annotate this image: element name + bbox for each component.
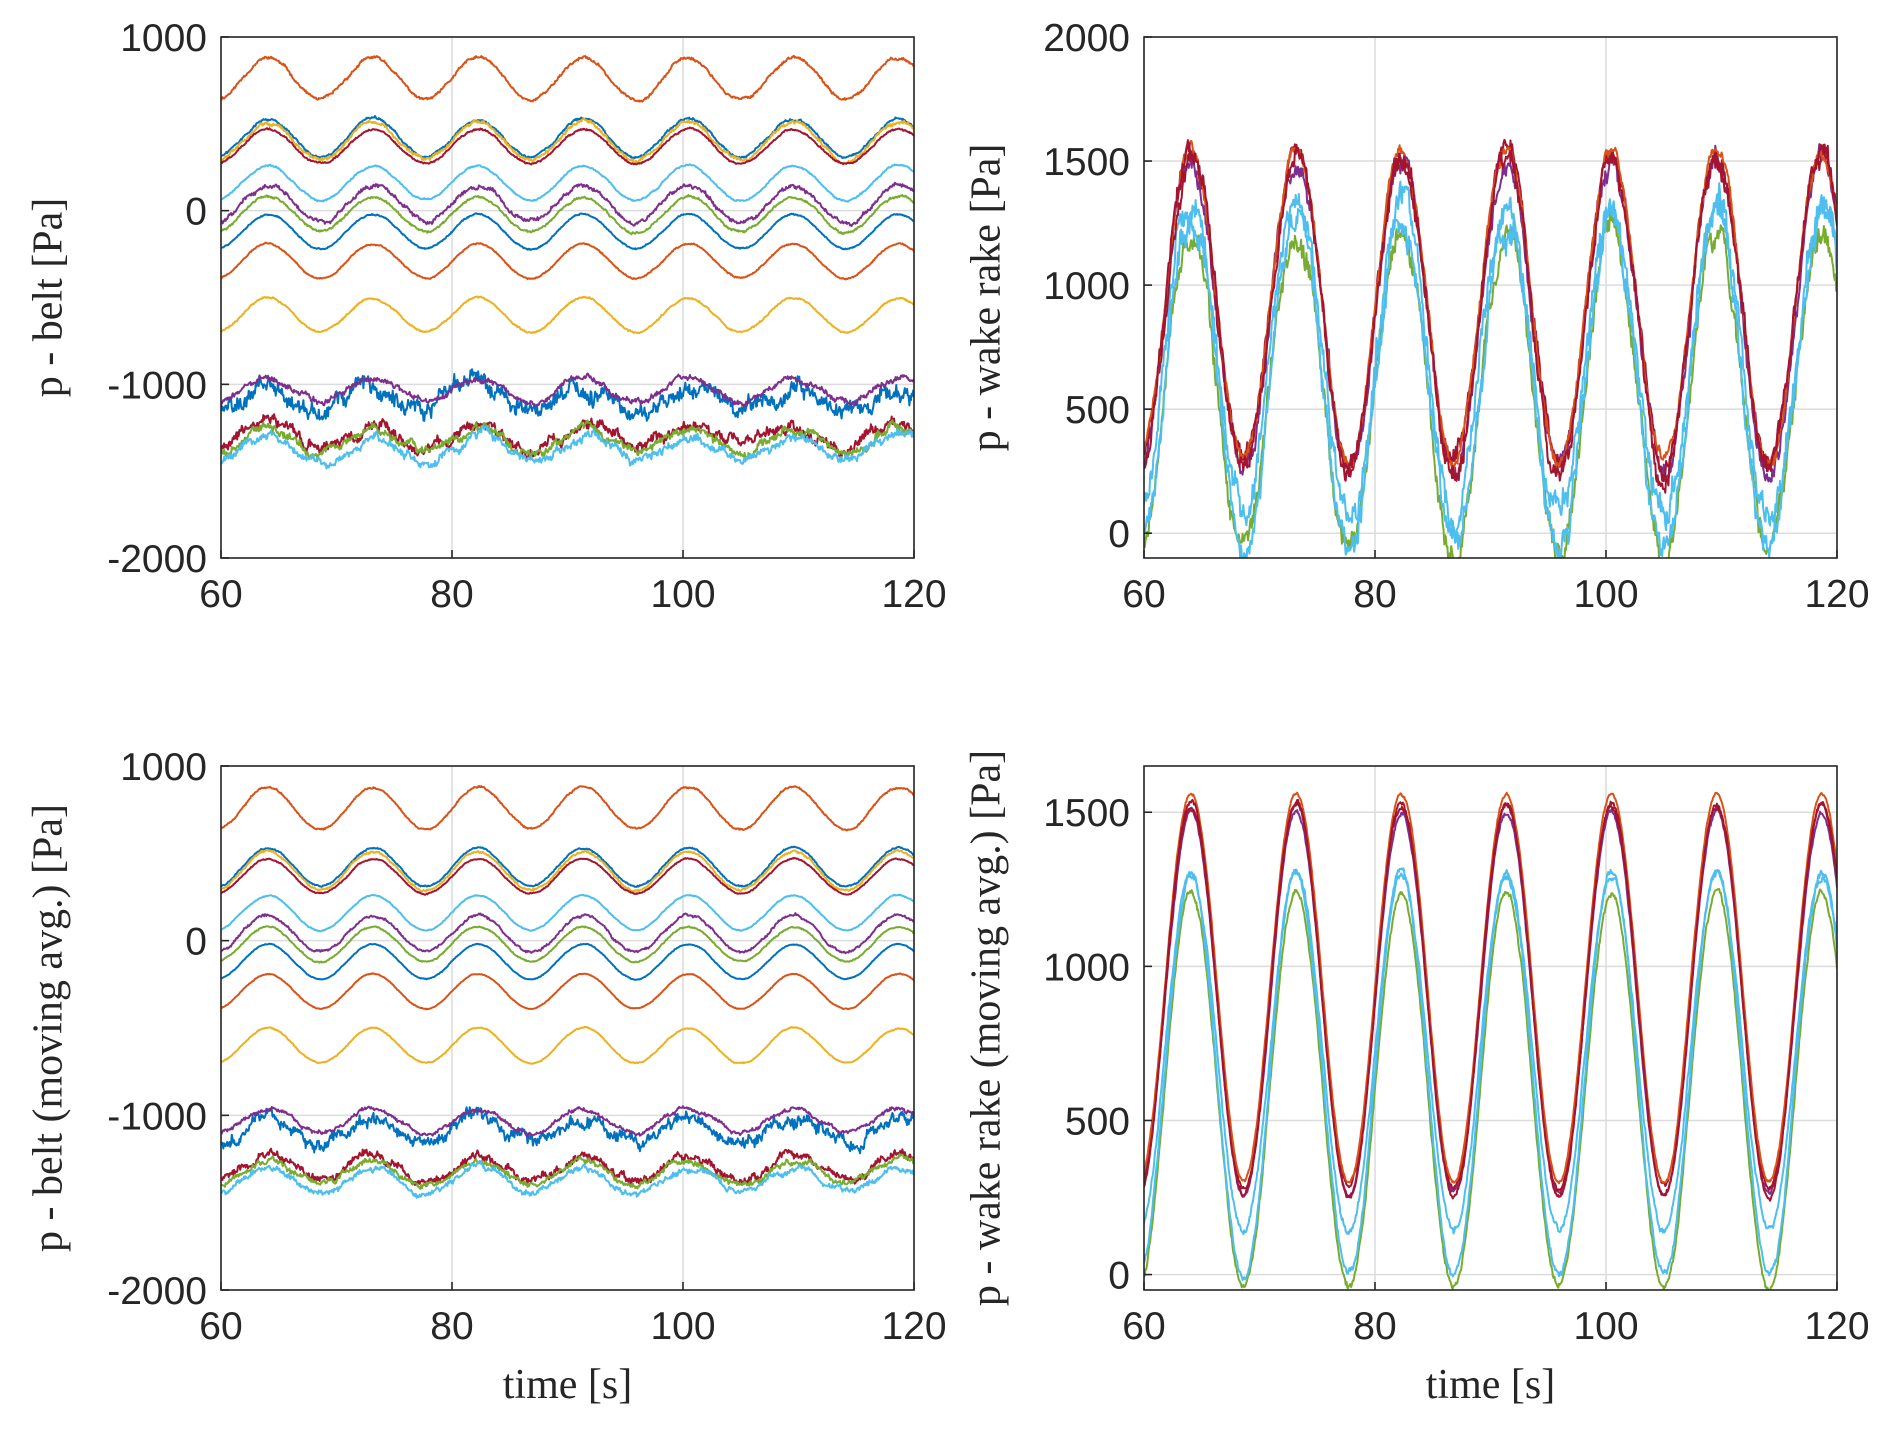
y-tick-label: 1000 [1043,946,1130,989]
x-tick-label: 80 [430,1305,473,1348]
y-tick-label: 1500 [1043,792,1130,835]
series-line-1 [221,785,914,832]
series-line-7 [221,925,914,964]
series-group [1144,791,1837,1290]
chart-panel-bottom-right: 60 80 100 120 0 500 1000 1500 p - wake rake (mov… [964,750,1870,1408]
series-line-3 [1144,180,1837,544]
axes-box [1143,36,1838,559]
chart-panel-top-right: 60 80 100 120 0 500 1000 1500 2000 p - wake rake … [964,17,1870,616]
series-line-9 [221,241,914,281]
series-line-1 [221,54,914,103]
gridlines [220,765,915,1291]
y-tick-label: 1000 [1043,265,1130,308]
axes-box [220,765,915,1291]
y-axis-label: p - wake rake (moving avg.) [Pa] [964,750,1010,1306]
x-tick-label: 120 [1804,1305,1869,1348]
x-tick-label: 60 [199,1305,242,1348]
series-line-5 [1144,802,1837,1192]
series-line-10 [221,295,914,335]
x-tick-label: 120 [881,1305,946,1348]
y-axis-label: p - belt [Pa] [26,198,72,397]
series-line-7 [1144,139,1837,494]
series-line-6 [221,181,914,227]
x-tick-label: 80 [1353,573,1396,616]
gridlines [220,36,915,559]
series-line-15 [221,1160,914,1199]
series-line-8 [221,212,914,251]
x-tick-label: 120 [881,573,946,616]
series-line-2 [221,845,914,888]
y-tick-label: 2000 [1043,17,1130,60]
series-line-11 [221,368,914,422]
x-tick-label: 60 [1122,1305,1165,1348]
y-tick-label: 0 [1108,1255,1130,1298]
series-line-2 [221,115,914,160]
x-tick-label: 60 [199,573,242,616]
y-tick-label: 1500 [1043,141,1130,184]
y-axis-label: p - wake rake [Pa] [964,144,1010,452]
series-line-15 [221,424,914,470]
y-tick-label: 500 [1065,1100,1130,1143]
series-group [1144,138,1837,558]
series-line-12 [221,372,914,408]
series-group [221,54,914,470]
chart-panel-top-left: 60 80 100 120 -2000 -1000 0 1000 p - belt [Pa] [26,17,947,616]
series-line-11 [221,1106,914,1155]
chart-panel-bottom-left: 60 80 100 120 -2000 -1000 0 1000 p - belt (movin… [26,746,947,1408]
x-axis-label: time [s] [503,1362,632,1408]
series-line-8 [221,942,914,981]
series-line-4 [221,126,914,166]
series-line-12 [221,1105,914,1138]
y-tick-label: 500 [1065,389,1130,432]
series-line-5 [221,163,914,203]
y-tick-label: -2000 [107,538,207,581]
y-tick-label: -2000 [107,1270,207,1313]
series-line-7 [1144,798,1837,1202]
y-tick-label: 0 [185,921,207,964]
y-axis-label: p - belt (moving avg.) [Pa] [26,804,72,1252]
series-line-9 [221,972,914,1011]
x-tick-label: 80 [430,573,473,616]
x-tick-label: 100 [650,1305,715,1348]
series-line-6 [221,912,914,955]
y-tick-label: 0 [185,191,207,234]
series-line-7 [221,193,914,236]
y-tick-label: -1000 [107,364,207,407]
axes-box [1143,765,1838,1291]
series-line-10 [221,1026,914,1065]
x-tick-label: 80 [1353,1305,1396,1348]
series-group [221,785,914,1199]
series-line-1 [1144,210,1837,558]
x-tick-label: 100 [1573,1305,1638,1348]
series-line-4 [221,856,914,896]
series-line-5 [221,893,914,933]
x-tick-label: 100 [1573,573,1638,616]
series-line-14 [221,1152,914,1190]
y-tick-label: 1000 [120,746,207,789]
series-line-3 [221,117,914,165]
x-tick-label: 100 [650,573,715,616]
series-line-14 [221,419,914,460]
x-axis-label: time [s] [1426,1362,1555,1408]
x-tick-label: 60 [1122,573,1165,616]
series-line-3 [221,848,914,893]
series-line-2 [1144,868,1837,1282]
y-tick-label: 0 [1108,513,1130,556]
gridlines [1143,766,1838,1290]
axes-box [220,36,915,559]
series-line-13 [221,1147,914,1187]
y-tick-label: -1000 [107,1095,207,1138]
x-tick-label: 120 [1804,573,1869,616]
series-line-3 [1144,867,1837,1236]
y-tick-label: 1000 [120,17,207,60]
series-line-2 [1144,196,1837,558]
